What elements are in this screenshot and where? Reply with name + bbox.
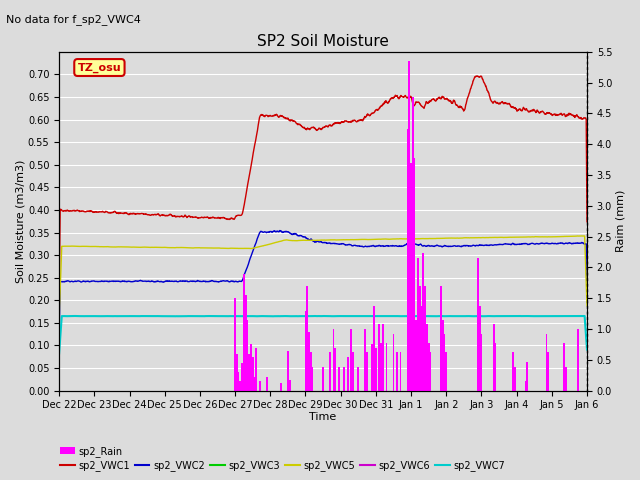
Bar [396,352,398,391]
Bar [241,363,243,391]
Title: SP2 Soil Moisture: SP2 Soil Moisture [257,34,389,49]
Bar [312,367,314,391]
Bar [477,258,479,391]
Bar [239,382,241,391]
Bar [266,377,268,391]
Bar [408,61,410,391]
Bar [357,367,359,391]
Bar [495,343,497,391]
Bar [392,334,394,391]
Bar [244,295,246,391]
Text: TZ_osu: TZ_osu [77,62,121,72]
Bar [547,352,549,391]
Bar [412,97,413,391]
X-axis label: Time: Time [309,412,337,422]
Bar [333,329,335,391]
Bar [338,367,340,391]
Bar [253,377,255,391]
Bar [481,334,483,391]
Bar [280,384,282,391]
Bar [445,352,447,391]
Bar [577,329,579,391]
Bar [307,286,308,391]
Bar [343,367,345,391]
Bar [479,306,481,391]
Bar [546,334,547,391]
Bar [236,354,237,391]
Bar [525,382,526,391]
Bar [512,352,514,391]
Bar [243,274,244,391]
Bar [246,320,248,391]
Bar [259,382,260,391]
Bar [526,362,528,391]
Bar [565,367,567,391]
Bar [429,352,431,391]
Bar [375,348,377,391]
Bar [426,324,428,391]
Bar [310,352,312,391]
Bar [352,352,354,391]
Bar [382,324,384,391]
Bar [413,158,415,391]
Bar [417,258,419,391]
Bar [419,286,420,391]
Bar [308,332,310,391]
Bar [335,348,336,391]
Bar [440,286,442,391]
Bar [406,129,408,391]
Bar [289,380,291,391]
Text: No data for f_sp2_VWC4: No data for f_sp2_VWC4 [6,14,141,25]
Bar [444,334,445,391]
Bar [366,352,368,391]
Y-axis label: Soil Moisture (m3/m3): Soil Moisture (m3/m3) [15,159,25,283]
Bar [493,324,495,391]
Bar [350,329,352,391]
Bar [373,306,375,391]
Legend: sp2_Rain: sp2_Rain [56,442,127,461]
Bar [378,324,380,391]
Bar [415,320,417,391]
Bar [428,343,429,391]
Bar [380,343,382,391]
Bar [422,253,424,391]
Bar [250,345,252,391]
Bar [287,350,289,391]
Bar [252,357,253,391]
Bar [420,306,422,391]
Bar [442,320,444,391]
Bar [385,343,387,391]
Y-axis label: Raim (mm): Raim (mm) [615,190,625,252]
Bar [237,372,239,391]
Bar [563,343,565,391]
Bar [424,286,426,391]
Bar [234,298,236,391]
Legend: sp2_VWC1, sp2_VWC2, sp2_VWC3, sp2_VWC5, sp2_VWC6, sp2_VWC7: sp2_VWC1, sp2_VWC2, sp2_VWC3, sp2_VWC5, … [56,456,509,475]
Bar [322,367,324,391]
Bar [514,367,516,391]
Bar [410,163,412,391]
Bar [371,345,373,391]
Bar [364,329,366,391]
Bar [305,311,307,391]
Bar [255,348,257,391]
Bar [248,354,250,391]
Bar [347,357,349,391]
Bar [399,352,401,391]
Bar [329,352,331,391]
